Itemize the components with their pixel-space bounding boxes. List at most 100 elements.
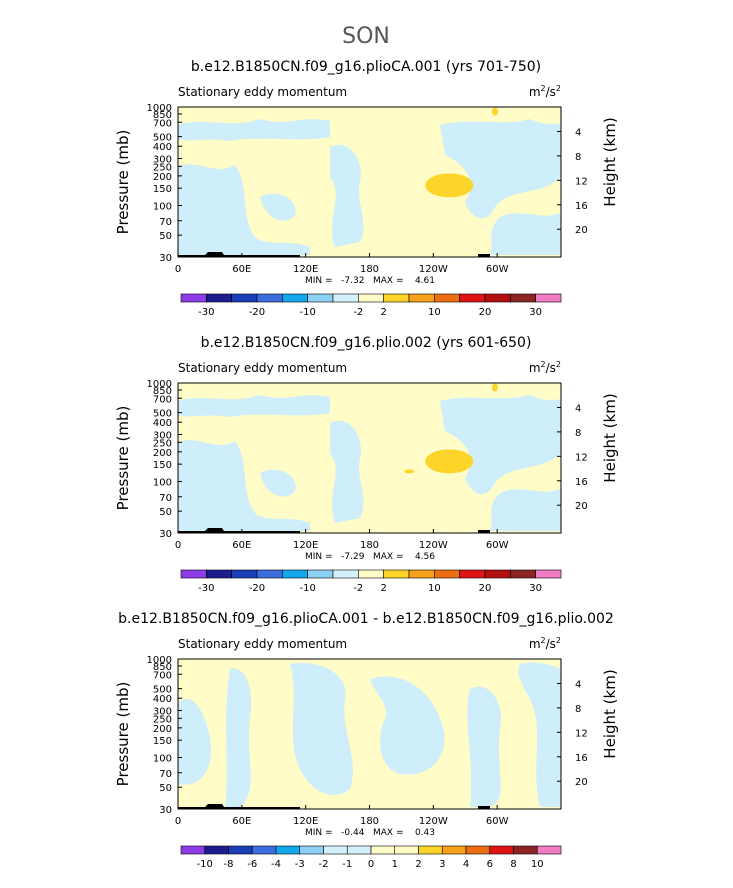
colorbar-label: 2	[380, 583, 386, 594]
colorbar-label: 3	[439, 859, 445, 870]
x-tick-label: 180	[360, 264, 379, 275]
colorbar-swatch	[282, 293, 308, 303]
jet-minor-feature	[404, 469, 415, 474]
y2-tick-label: 16	[575, 753, 588, 764]
colorbar-swatch	[180, 569, 207, 579]
colorbar-swatch	[358, 569, 384, 579]
colorbar-label: -6	[247, 859, 257, 870]
y-tick-label: 400	[153, 142, 172, 153]
y-tick-label: 850	[153, 110, 172, 121]
y-tick-label: 200	[153, 724, 172, 735]
colorbar-swatch	[535, 569, 562, 579]
colorbar-swatch	[484, 569, 511, 579]
contour-region-negative	[440, 395, 561, 495]
colorbar-swatch	[332, 293, 359, 303]
y2-tick-label: 20	[575, 225, 588, 236]
y-tick-label: 300	[153, 431, 172, 442]
y-axis-label: Pressure (mb)	[114, 682, 132, 787]
y-axis-label: Pressure (mb)	[114, 130, 132, 235]
min-max-stats: MIN = -7.29 MAX = 4.56	[305, 552, 435, 562]
panel-title: b.e12.B1850CN.f09_g16.plioCA.001 (yrs 70…	[191, 59, 541, 75]
contour-region-negative	[178, 440, 310, 531]
min-max-stats: MIN = -7.32 MAX = 4.61	[305, 276, 435, 286]
colorbar-swatch	[358, 293, 384, 303]
colorbar-label: -2	[353, 307, 363, 318]
x-tick-label: 60W	[486, 816, 509, 827]
colorbar-label: -10	[299, 583, 315, 594]
contour-region-negative	[490, 488, 561, 531]
y-tick-label: 500	[153, 133, 172, 144]
contour-region-negative	[260, 469, 296, 497]
colorbar-label: 0	[368, 859, 374, 870]
panel-1: b.e12.B1850CN.f09_g16.plioCA.001 (yrs 70…	[114, 59, 619, 318]
y2-axis-label: Height (km)	[601, 393, 619, 482]
panel-title: b.e12.B1850CN.f09_g16.plioCA.001 - b.e12…	[118, 611, 614, 627]
y2-tick-label: 20	[575, 501, 588, 512]
colorbar-label: -20	[249, 307, 265, 318]
x-tick-label: 120E	[293, 540, 318, 551]
contour-region-negative	[330, 144, 364, 247]
colorbar-swatch	[307, 569, 334, 579]
colorbar-label: -10	[299, 307, 315, 318]
colorbar-label: -1	[342, 859, 352, 870]
colorbar-swatch	[346, 845, 372, 855]
colorbar-label: 2	[415, 859, 421, 870]
colorbar-swatch	[536, 845, 562, 855]
panel-units: m2/s2	[529, 636, 561, 651]
topography-mask	[478, 806, 490, 809]
colorbar-swatch	[484, 293, 511, 303]
contour-region-negative	[467, 686, 501, 807]
colorbar-swatch	[513, 845, 538, 855]
colorbar-label: -20	[249, 583, 265, 594]
y-tick-label: 70	[159, 493, 172, 504]
y2-tick-label: 20	[575, 777, 588, 788]
colorbar-swatch	[383, 293, 410, 303]
y2-tick-label: 8	[575, 704, 581, 715]
colorbar-swatch	[510, 293, 536, 303]
colorbar-swatch	[299, 845, 324, 855]
topography-mask	[178, 804, 300, 809]
y-tick-label: 700	[153, 670, 172, 681]
panel-units: m2/s2	[529, 360, 561, 375]
colorbar-swatch	[535, 293, 562, 303]
colorbar: -30 -20 -10 -2 2 10 20 30	[180, 569, 562, 594]
y2-tick-label: 16	[575, 201, 588, 212]
panel-subtitle: Stationary eddy momentum	[178, 85, 347, 99]
colorbar-swatch	[282, 569, 308, 579]
y-tick-label: 250	[153, 438, 172, 449]
panel-2: b.e12.B1850CN.f09_g16.plio.002 (yrs 601-…	[114, 335, 619, 594]
colorbar-swatch	[206, 293, 232, 303]
x-tick-label: 60E	[232, 540, 251, 551]
y-tick-label: 300	[153, 707, 172, 718]
colorbar-label: 20	[479, 307, 492, 318]
x-tick-label: 60E	[232, 816, 251, 827]
colorbar-label: -3	[295, 859, 305, 870]
y-tick-label: 700	[153, 118, 172, 129]
x-tick-label: 0	[175, 816, 181, 827]
y-tick-label: 30	[159, 253, 172, 264]
colorbar-swatch	[204, 845, 229, 855]
x-tick-label: 0	[175, 540, 181, 551]
y2-tick-label: 4	[575, 127, 581, 138]
colorbar: -10 -8 -6 -4 -3 -2 -1 0 1 2 3 4 6 8 10	[180, 845, 562, 870]
x-tick-label: 180	[360, 816, 379, 827]
colorbar-swatch	[228, 845, 253, 855]
colorbar-label: 10	[428, 583, 441, 594]
contour-region-negative	[225, 668, 252, 807]
colorbar-swatch	[434, 293, 460, 303]
colorbar-swatch	[307, 293, 334, 303]
min-max-stats: MIN = -0.44 MAX = 0.43	[305, 828, 435, 838]
y-tick-label: 250	[153, 714, 172, 725]
contour-region-negative	[370, 676, 445, 775]
colorbar-swatch	[408, 293, 435, 303]
y-tick-label: 500	[153, 409, 172, 420]
y-tick-label: 300	[153, 155, 172, 166]
y2-tick-label: 12	[575, 452, 588, 463]
y-tick-label: 1000	[147, 655, 172, 666]
x-tick-label: 120W	[419, 264, 448, 275]
y-tick-label: 850	[153, 386, 172, 397]
contour-region-negative	[178, 698, 211, 785]
colorbar-label: 30	[529, 307, 542, 318]
y2-tick-label: 16	[575, 477, 588, 488]
topography-mask	[178, 528, 300, 533]
